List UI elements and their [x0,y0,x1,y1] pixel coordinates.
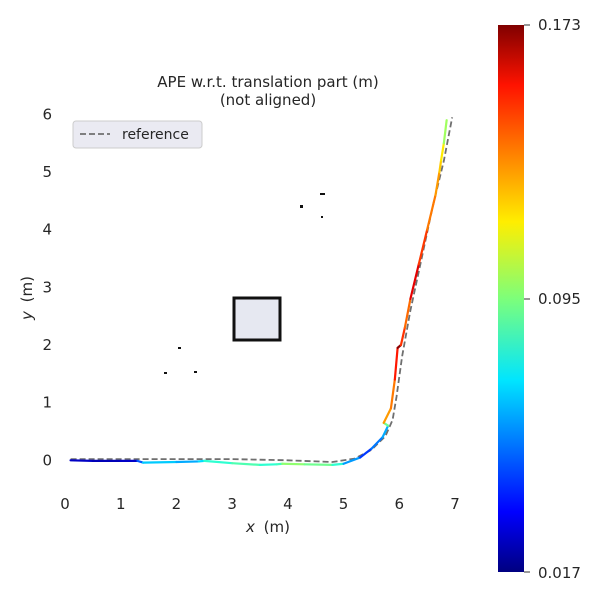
x-tick-label: 7 [450,495,460,513]
legend-reference-label: reference [122,127,189,143]
obstacle-speck [320,193,325,195]
trajectory-segment [442,119,448,145]
trajectory-segment [389,378,396,410]
trajectory-segment [393,346,399,381]
legend-box [72,120,203,149]
x-tick-labels: 0 1 2 3 4 5 6 7 [60,495,460,513]
x-tick-label: 4 [283,495,293,513]
trajectory-segment [439,142,445,162]
x-tick-label: 5 [339,495,349,513]
y-tick-label: 4 [42,221,52,239]
x-tick-label: 3 [227,495,237,513]
trajectory-segment [438,159,443,174]
trajectory-segment [175,460,200,464]
x-tick-label: 6 [395,495,405,513]
y-tick-label: 1 [42,394,52,412]
trajectory-segment [417,228,429,266]
trajectory-segment [370,436,384,450]
trajectory-segment [409,263,420,300]
trajectory-segment [381,424,390,439]
trajectory-segment [281,462,306,466]
trajectory-segment [331,462,345,467]
trajectory-segment [342,456,362,465]
colorbar-gradient [498,25,524,572]
x-axis-label: x (m) [245,518,290,536]
trajectory-segment [258,463,278,467]
trajectory-segment [69,459,94,462]
y-tick-label: 3 [42,278,52,296]
trajectory-segment [434,170,441,197]
reference-trajectory [70,117,454,463]
colorbar-max-label: 0.173 [538,16,581,34]
trajectory-segment [399,326,406,347]
trajectory-segment [231,462,262,467]
x-tick-label: 0 [60,495,70,513]
colorbar: 0.173 0.095 0.017 [498,16,581,582]
x-tick-label: 2 [172,495,182,513]
obstacle-box [232,296,282,342]
trajectory-segment [303,463,334,467]
obstacle-speck [164,372,167,374]
trajectory-segment [203,459,234,465]
y-axis-label: y (m) [18,276,36,321]
colorbar-min-label: 0.017 [538,564,581,582]
chart-title: APE w.r.t. translation part (m) [157,73,378,91]
legend: reference [72,120,203,149]
y-tick-label: 2 [42,336,52,354]
obstacle-speck [300,205,303,208]
trajectory-segment [382,407,393,424]
obstacle-speck [178,347,181,349]
colorbar-mid-label: 0.095 [538,290,581,308]
chart-subtitle: (not aligned) [220,91,316,109]
trajectory-segment [403,297,412,329]
obstacle-speck [321,216,323,218]
estimated-trajectory [69,119,448,467]
trajectory-segment [359,447,373,459]
trajectory-segment [141,460,178,464]
y-tick-label: 6 [42,105,52,123]
x-tick-label: 1 [116,495,126,513]
obstacle-speck [194,371,197,373]
y-tick-labels: 0 1 2 3 4 5 6 [42,105,52,469]
trajectory-segment [426,194,437,231]
y-tick-label: 5 [42,163,52,181]
map-obstacles [164,193,325,374]
y-tick-label: 0 [42,451,52,469]
